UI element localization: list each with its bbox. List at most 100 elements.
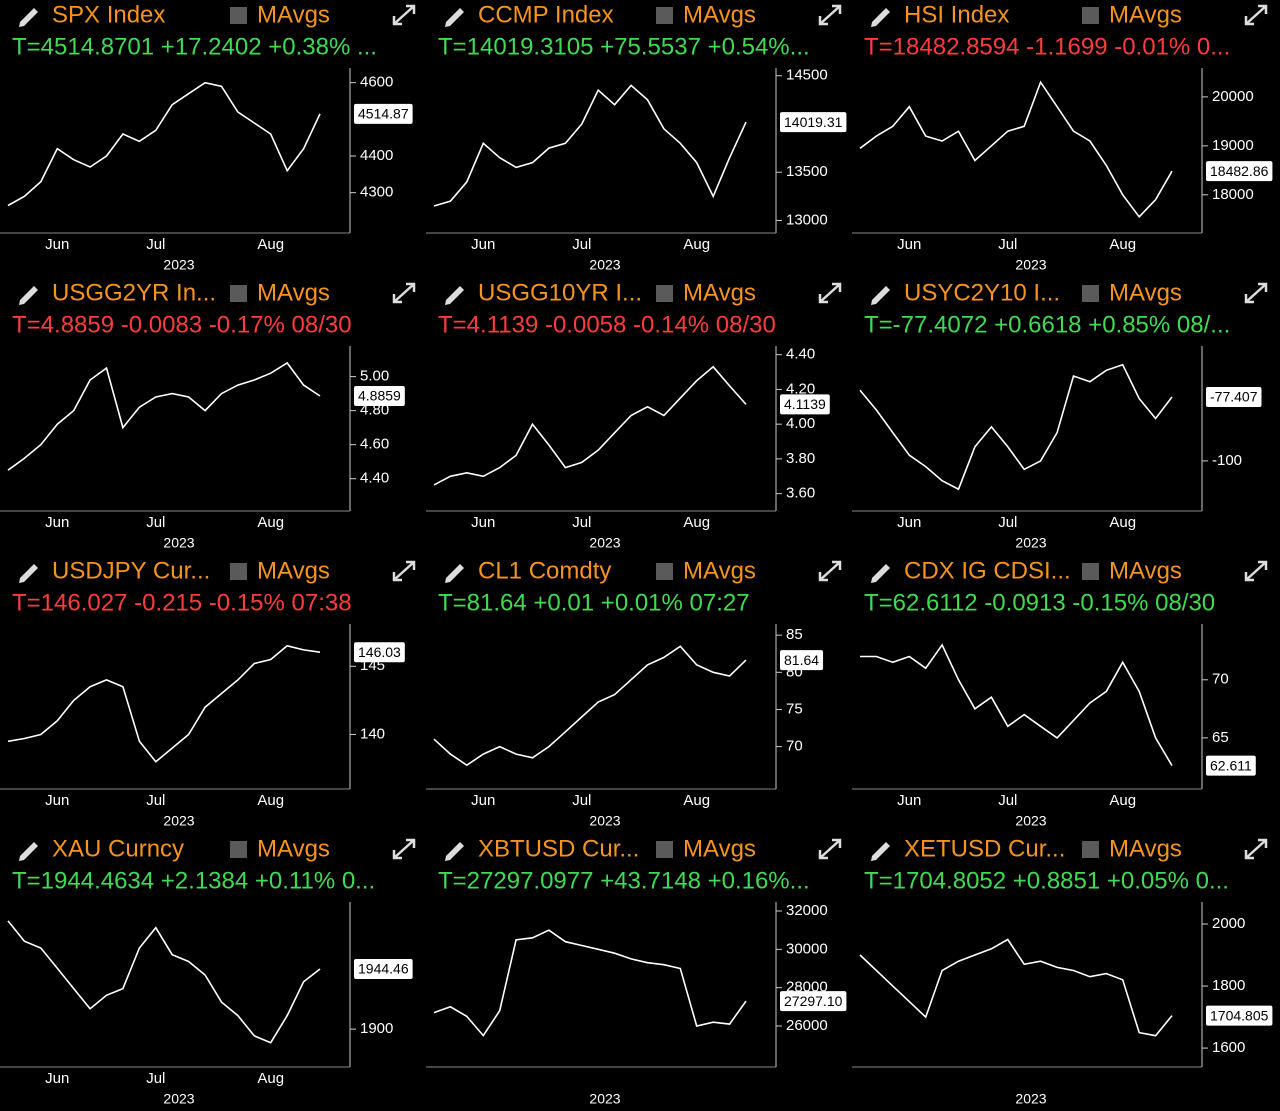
x-tick-label: Jun: [45, 1070, 69, 1087]
x-axis-label: 2023: [163, 257, 194, 273]
mavg-checkbox[interactable]: [656, 841, 673, 858]
price-line: [859, 363, 1173, 491]
panel: USGG2YR In... MAvgs T=4.8859 -0.0083 -0.17…: [0, 279, 416, 551]
y-tick-label: 1900: [360, 1020, 393, 1037]
edit-icon[interactable]: [19, 286, 38, 305]
edit-icon[interactable]: [19, 842, 38, 861]
mavg-label: MAvgs: [1109, 557, 1182, 584]
price-line: [7, 644, 321, 763]
last-value-box: [354, 959, 413, 980]
y-tick-label: 4300: [360, 184, 393, 201]
x-tick-label: Jun: [897, 792, 921, 809]
mavg-checkbox[interactable]: [656, 285, 673, 302]
edit-icon[interactable]: [871, 8, 890, 27]
edit-icon[interactable]: [19, 564, 38, 583]
x-tick-label: Jul: [146, 792, 165, 809]
mavg-label: MAvgs: [1109, 1, 1182, 28]
panel-title: USGG10YR I...: [478, 279, 642, 306]
y-tick-label: 30000: [786, 940, 828, 957]
mavg-checkbox[interactable]: [230, 285, 247, 302]
edit-icon[interactable]: [871, 564, 890, 583]
quote-line: T=4.1139 -0.0058 -0.14% 08/30: [438, 311, 776, 338]
last-value-box: [354, 642, 405, 663]
x-tick-label: Jul: [146, 514, 165, 531]
last-value-label: 14019.31: [784, 114, 843, 130]
quote-line: T=81.64 +0.01 +0.01% 07:27: [438, 589, 750, 616]
panel-title: XETUSD Cur...: [904, 835, 1065, 862]
mavg-checkbox[interactable]: [1082, 841, 1099, 858]
last-value-label: 4.1139: [784, 396, 826, 412]
panel-title: USYC2Y10 I...: [904, 279, 1060, 306]
x-axis-label: 2023: [1015, 257, 1046, 273]
edit-icon[interactable]: [445, 8, 464, 27]
panel-title: XBTUSD Cur...: [478, 835, 639, 862]
mavg-checkbox[interactable]: [656, 7, 673, 24]
mavg-checkbox[interactable]: [230, 7, 247, 24]
price-line: [7, 920, 321, 1044]
panel-title: HSI Index: [904, 1, 1009, 28]
last-value-label: 27297.10: [784, 993, 843, 1009]
y-tick-label: 4.40: [360, 470, 389, 487]
x-tick-label: Jun: [45, 792, 69, 809]
expand-icon[interactable]: [392, 560, 416, 582]
x-tick-label: Jun: [897, 514, 921, 531]
x-tick-label: Jul: [998, 792, 1017, 809]
x-tick-label: Jul: [998, 514, 1017, 531]
expand-icon[interactable]: [1244, 282, 1268, 304]
expand-icon[interactable]: [1244, 4, 1268, 26]
quote-line: T=14019.3105 +75.5537 +0.54%...: [438, 33, 810, 60]
quote-line: T=-77.4072 +0.6618 +0.85% 08/...: [864, 311, 1230, 338]
expand-icon[interactable]: [818, 4, 842, 26]
y-tick-label: 3.80: [786, 450, 815, 467]
mavg-label: MAvgs: [1109, 279, 1182, 306]
x-tick-label: Jul: [572, 792, 591, 809]
x-tick-label: Aug: [257, 1070, 284, 1087]
mavg-label: MAvgs: [257, 279, 330, 306]
x-tick-label: Jun: [471, 514, 495, 531]
expand-icon[interactable]: [1244, 560, 1268, 582]
expand-icon[interactable]: [392, 838, 416, 860]
y-tick-label: 20000: [1212, 88, 1254, 105]
expand-icon[interactable]: [818, 838, 842, 860]
expand-icon[interactable]: [392, 282, 416, 304]
x-tick-label: Jul: [146, 1070, 165, 1087]
y-tick-label: -100: [1212, 452, 1242, 469]
expand-icon[interactable]: [1244, 838, 1268, 860]
mavg-checkbox[interactable]: [230, 841, 247, 858]
mavg-label: MAvgs: [257, 1, 330, 28]
y-tick-label: 70: [786, 738, 803, 755]
panel-title: CDX IG CDSI...: [904, 557, 1071, 584]
y-tick-label: 4.20: [786, 380, 815, 397]
x-tick-label: Aug: [683, 514, 710, 531]
x-tick-label: Aug: [1109, 792, 1136, 809]
expand-icon[interactable]: [818, 282, 842, 304]
y-tick-label: 26000: [786, 1017, 828, 1034]
y-tick-label: 65: [1212, 729, 1229, 746]
y-tick-label: 13500: [786, 163, 828, 180]
expand-icon[interactable]: [392, 4, 416, 26]
mavg-checkbox[interactable]: [656, 563, 673, 580]
edit-icon[interactable]: [871, 842, 890, 861]
last-value-label: 4.8859: [358, 388, 401, 404]
edit-icon[interactable]: [445, 564, 464, 583]
panel: CCMP Index MAvgs T=14019.3105 +75.5537 +0.…: [426, 1, 847, 273]
mavg-checkbox[interactable]: [1082, 7, 1099, 24]
edit-icon[interactable]: [445, 286, 464, 305]
edit-icon[interactable]: [19, 8, 38, 27]
expand-icon[interactable]: [818, 560, 842, 582]
edit-icon[interactable]: [871, 286, 890, 305]
edit-icon[interactable]: [445, 842, 464, 861]
panel-title: CCMP Index: [478, 1, 614, 28]
last-value-label: 81.64: [784, 652, 819, 668]
x-tick-label: Jul: [146, 236, 165, 253]
x-axis-label: 2023: [589, 257, 620, 273]
y-tick-label: 1800: [1212, 977, 1245, 994]
mavg-checkbox[interactable]: [1082, 285, 1099, 302]
x-tick-label: Jul: [572, 236, 591, 253]
mavg-checkbox[interactable]: [1082, 563, 1099, 580]
mavg-checkbox[interactable]: [230, 563, 247, 580]
panel: XBTUSD Cur... MAvgs T=27297.0977 +43.7148 …: [426, 835, 847, 1107]
x-tick-label: Jul: [998, 236, 1017, 253]
last-value-label: 1704.805: [1210, 1007, 1269, 1023]
